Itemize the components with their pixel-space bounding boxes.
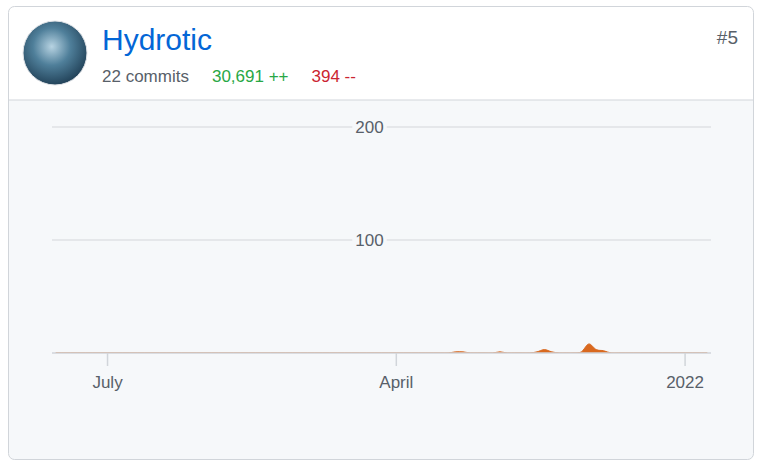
x-tick [107, 353, 109, 366]
y-tick-label: 100 [355, 231, 383, 250]
user-name[interactable]: Hydrotic [102, 23, 212, 56]
card-border [9, 7, 754, 460]
y-tick-label-bg [352, 231, 386, 249]
x-tick-label: April [379, 373, 413, 392]
y-tick-label: 200 [355, 118, 383, 137]
x-tick [396, 353, 398, 366]
y-tick-label-bg [352, 118, 386, 136]
additions: 30,691 ++ [212, 67, 289, 86]
x-tick-label: 2022 [666, 373, 704, 392]
x-tick-label: July [92, 373, 123, 392]
plot-bg [9, 100, 754, 460]
header-divider [9, 100, 754, 101]
deletions: 394 -- [312, 67, 356, 86]
rank: #5 [717, 27, 738, 48]
avatar [23, 21, 87, 85]
commit-area [56, 344, 708, 353]
card-svg: Hydrotic 22 commits 30,691 ++ 394 -- #5 100 20… [0, 0, 762, 468]
plot-marks [56, 344, 708, 353]
root: Hydrotic 22 commits 30,691 ++ 394 -- #5 100 20… [0, 0, 762, 468]
card-bg [9, 7, 754, 460]
x-axis-line [52, 352, 711, 354]
x-tick [684, 353, 686, 366]
commit-count: 22 commits [102, 67, 189, 86]
